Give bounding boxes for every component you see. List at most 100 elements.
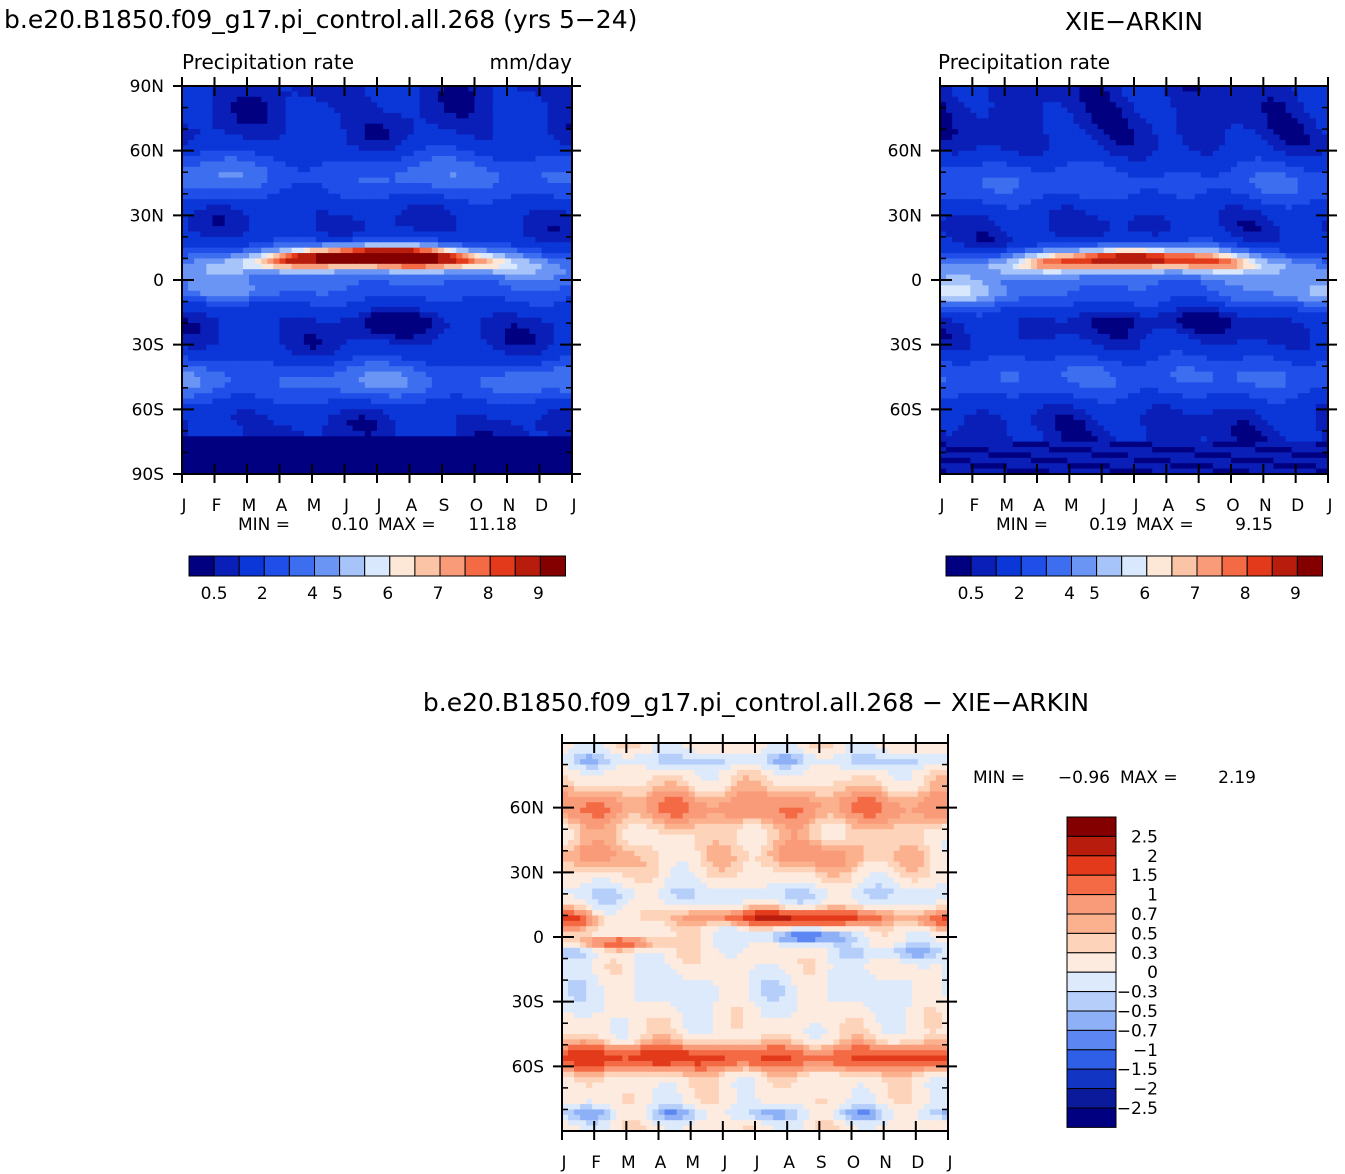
contour-cell (407, 183, 415, 189)
contour-cell (206, 107, 214, 114)
contour-cell (358, 468, 366, 474)
contour-cell (334, 166, 342, 173)
contour-cell (504, 236, 512, 243)
contour-cell (230, 463, 238, 470)
contour-cell (431, 333, 439, 340)
contour-cell (230, 166, 238, 173)
contour-cell (328, 403, 335, 410)
contour-cell (297, 339, 305, 346)
contour-cell (547, 166, 555, 173)
contour-cell (535, 371, 543, 378)
contour-cell (425, 150, 433, 157)
contour-cell (1206, 86, 1214, 92)
contour-cell (188, 280, 195, 286)
contour-cell (401, 306, 409, 313)
contour-cell (346, 403, 354, 410)
contour-cell (407, 253, 415, 260)
contour-cell (358, 156, 366, 163)
contour-cell (437, 436, 445, 443)
contour-cell (413, 366, 421, 373)
contour-cell (334, 86, 342, 92)
contour-cell (425, 220, 433, 227)
contour-cell (212, 387, 220, 394)
contour-cell (309, 403, 317, 410)
contour-cell (230, 290, 238, 297)
contour-cell (188, 355, 195, 362)
contour-cell (328, 139, 335, 146)
contour-cell (322, 226, 329, 233)
contour-cell (261, 409, 268, 416)
contour-cell (297, 452, 305, 459)
contour-cell (474, 215, 482, 222)
contour-cell (437, 156, 445, 163)
contour-cell (407, 414, 415, 421)
contour-cell (431, 339, 439, 346)
contour-cell (559, 204, 567, 211)
contour-cell (541, 328, 549, 335)
contour-cell (242, 393, 250, 400)
contour-cell (340, 333, 348, 340)
contour-cell (511, 436, 518, 443)
contour-cell (309, 220, 317, 227)
contour-cell (1115, 102, 1123, 109)
contour-cell (322, 344, 329, 351)
contour-cell (486, 112, 494, 119)
contour-cell (553, 112, 561, 119)
contour-cell (492, 172, 500, 179)
contour-cell (511, 377, 518, 383)
contour-cell (383, 339, 390, 346)
contour-cell (322, 258, 329, 265)
contour-cell (328, 91, 335, 98)
contour-cell (1297, 96, 1305, 103)
contour-cell (370, 226, 378, 233)
contour-cell (188, 296, 195, 303)
contour-cell (1249, 102, 1256, 109)
contour-cell (383, 441, 390, 448)
contour-cell (267, 457, 274, 464)
contour-cell (529, 258, 537, 265)
contour-cell (188, 91, 195, 98)
contour-cell (517, 177, 524, 184)
contour-cell (419, 204, 427, 211)
contour-cell (194, 447, 201, 454)
x-tick-label: J (375, 496, 381, 516)
contour-cell (462, 420, 469, 427)
contour-cell (498, 312, 506, 319)
contour-cell (559, 96, 567, 103)
contour-cell (456, 387, 463, 394)
contour-cell (273, 360, 281, 367)
contour-cell (474, 398, 482, 405)
contour-cell (218, 112, 226, 119)
contour-cell (431, 274, 439, 281)
contour-cell (431, 430, 439, 437)
contour-cell (407, 226, 415, 233)
contour-cell (236, 387, 244, 394)
contour-cell (419, 91, 427, 98)
contour-cell (468, 183, 476, 189)
contour-cell (303, 102, 311, 109)
contour-cell (1200, 96, 1208, 103)
contour-cell (370, 188, 378, 195)
contour-cell (242, 436, 250, 443)
contour-cell (297, 377, 305, 383)
contour-cell (249, 360, 256, 367)
contour-cell (236, 199, 244, 206)
contour-cell (547, 306, 555, 313)
contour-cell (1043, 91, 1050, 98)
contour-cell (255, 156, 262, 163)
contour-cell (547, 339, 555, 346)
contour-cell (437, 199, 445, 206)
contour-cell (188, 285, 195, 292)
contour-cell (194, 420, 201, 427)
contour-cell (249, 96, 256, 103)
contour-cell (346, 204, 354, 211)
contour-cell (395, 312, 402, 319)
contour-cell (383, 183, 390, 189)
contour-cell (474, 441, 482, 448)
contour-cell (352, 285, 360, 292)
contour-cell (261, 226, 268, 233)
contour-cell (194, 452, 201, 459)
contour-cell (188, 107, 195, 114)
contour-cell (529, 204, 537, 211)
contour-cell (419, 166, 427, 173)
